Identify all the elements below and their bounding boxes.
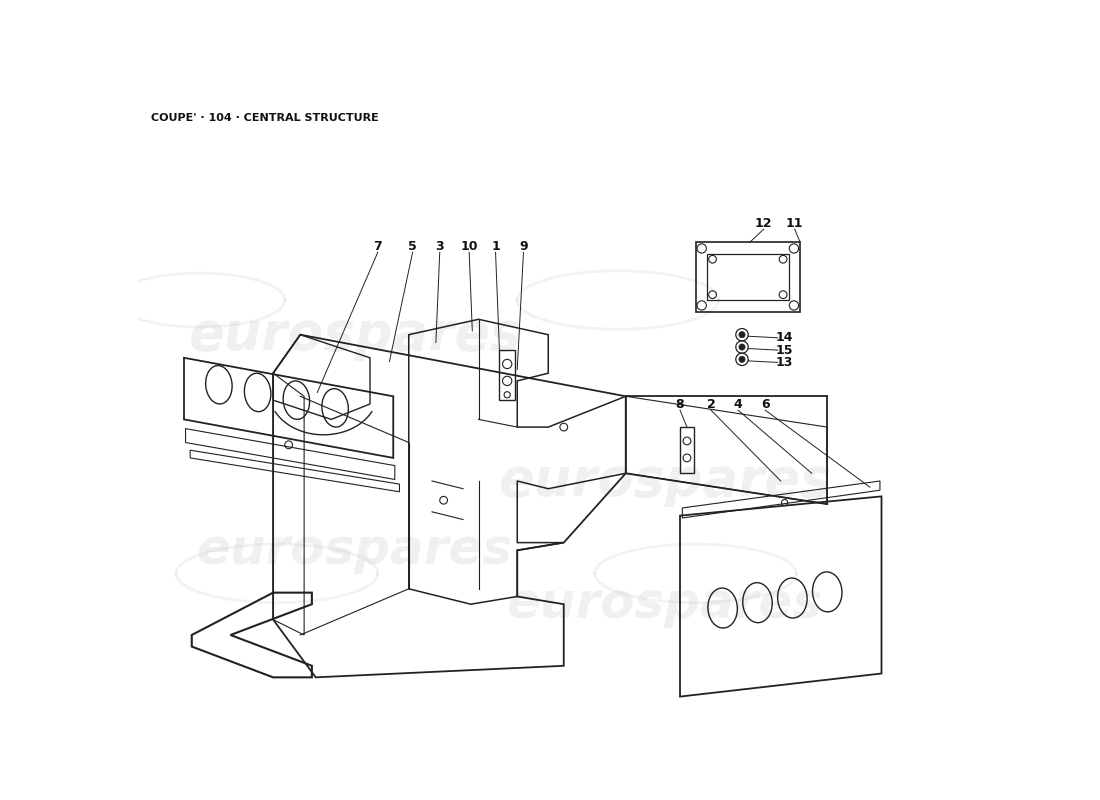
Text: 3: 3 [436,240,444,253]
Circle shape [739,356,745,362]
Text: 8: 8 [675,398,684,410]
Text: eurospares: eurospares [188,309,521,361]
Text: 4: 4 [734,398,742,410]
Text: eurospares: eurospares [498,455,832,507]
Circle shape [739,344,745,350]
Text: 9: 9 [519,240,528,253]
Text: 11: 11 [785,217,803,230]
Text: 2: 2 [706,398,715,410]
Text: 13: 13 [776,356,793,369]
Text: 10: 10 [461,240,477,253]
Text: 6: 6 [761,398,770,410]
Text: 5: 5 [408,240,417,253]
Text: 14: 14 [776,331,793,344]
Circle shape [739,332,745,338]
Text: eurospares: eurospares [506,580,823,628]
Text: COUPE' · 104 · CENTRAL STRUCTURE: COUPE' · 104 · CENTRAL STRUCTURE [152,113,380,123]
Text: 7: 7 [373,240,382,253]
Text: eurospares: eurospares [197,526,513,574]
Text: 12: 12 [755,217,772,230]
Text: 1: 1 [492,240,499,253]
Text: 15: 15 [776,344,793,357]
